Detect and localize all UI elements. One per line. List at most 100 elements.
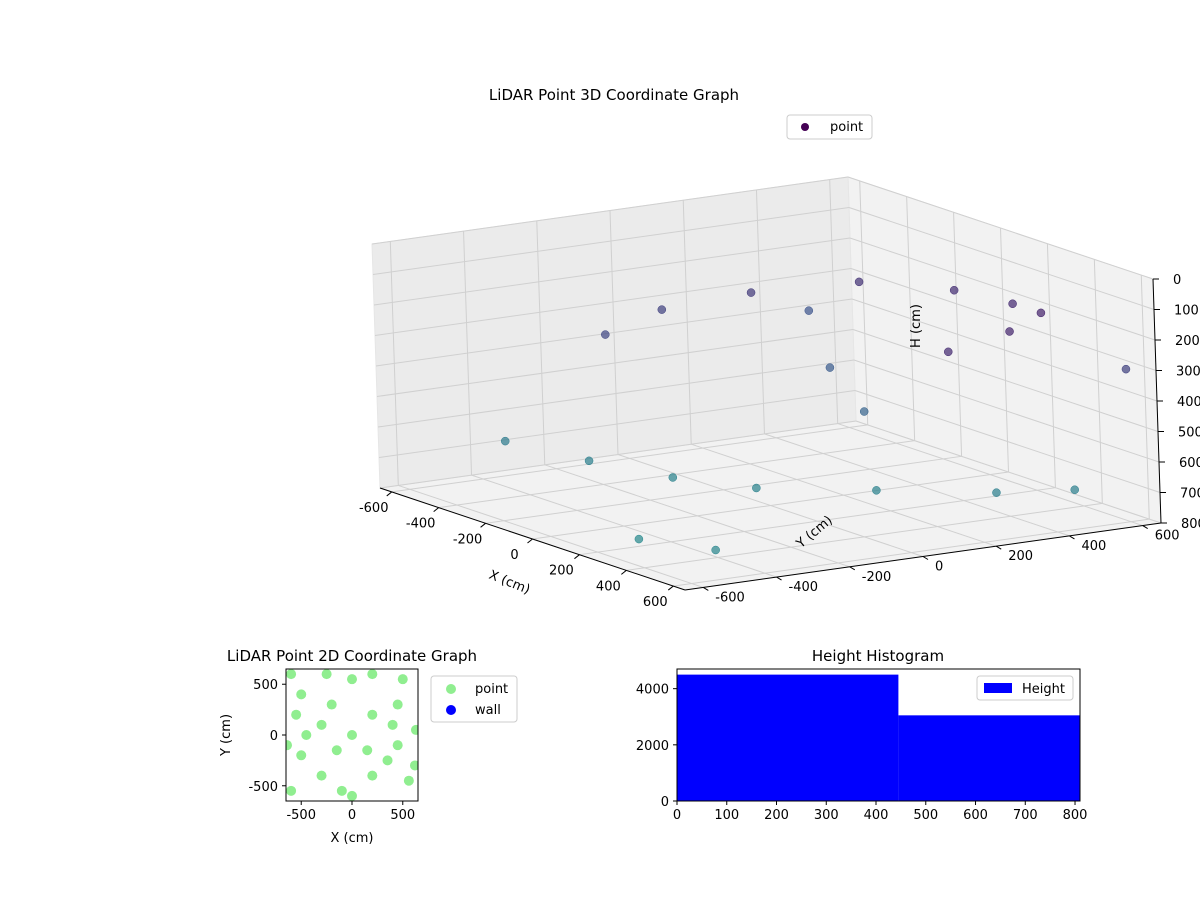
chart-3d-grid-z-back	[849, 237, 1156, 341]
chart-2d-point	[321, 669, 332, 680]
chart-3d-z-tick-label: 200	[1175, 334, 1200, 349]
histogram-legend-swatch	[984, 683, 1012, 693]
chart-3d-y-tick-label: -200	[862, 570, 892, 585]
chart-3d-point	[1005, 327, 1014, 336]
histogram-x-tick-label: 0	[673, 808, 681, 823]
chart-2d-xlabel: X (cm)	[331, 831, 374, 846]
chart-3d-grid-y-floor	[544, 464, 850, 568]
chart-3d-x-tick-label: 200	[549, 564, 574, 579]
histogram-x-tick-label: 300	[814, 808, 839, 823]
chart-3d-xlabel: X (cm)	[487, 568, 532, 598]
chart-2d-y-tick-label: 0	[270, 729, 278, 744]
chart-3d-z-tick-label: 500	[1178, 426, 1200, 441]
chart-2d-ticks: -500 0 500 -500 0 500	[248, 678, 415, 823]
chart-3d-grid-z-left	[376, 329, 854, 397]
chart-2d-point	[286, 785, 297, 796]
chart-3d-ticks: -600 -400 -200 0 200 400 600 -600 -400 -200 0 200 40…	[359, 273, 1200, 610]
chart-3d-point	[1008, 299, 1017, 308]
chart-2d-point	[286, 669, 297, 680]
chart-2d-point	[392, 740, 403, 751]
chart-3d-z-tick-label: 300	[1176, 365, 1200, 380]
histogram-y-tick-label: 0	[661, 795, 669, 810]
chart-2d-point	[367, 770, 378, 781]
chart-3d-grid-z-back	[854, 390, 1161, 493]
chart-2d-point	[362, 745, 373, 756]
chart-2d-point	[392, 699, 403, 710]
chart-3d-title: LiDAR Point 3D Coordinate Graph	[489, 86, 739, 104]
chart-3d-point	[711, 545, 720, 555]
histogram-legend: Height	[976, 675, 1074, 701]
chart-3d-legend-label: point	[830, 120, 863, 135]
chart-2d-point	[387, 719, 398, 730]
chart-3d-grid-z-back	[855, 420, 1162, 524]
chart-3d-grid-z-back	[848, 207, 1155, 310]
chart-3d-x-tick-label: -600	[359, 501, 389, 516]
histogram-y-tick-label: 2000	[636, 739, 669, 754]
chart-2d-y-tick-label: -500	[248, 780, 278, 795]
chart-3d-point	[859, 407, 869, 416]
chart-3d-grid-z-back	[850, 268, 1157, 371]
chart-3d-point	[601, 330, 610, 339]
chart-3d-y-tick	[703, 586, 709, 591]
chart-3d-point	[752, 483, 761, 493]
chart-2d-x-tick-label: -500	[286, 808, 316, 823]
chart-2d-point	[336, 785, 347, 796]
chart-3d-point	[872, 486, 881, 495]
chart-3d-x-tick-label: -400	[406, 517, 436, 532]
chart-3d-grid-z-left	[373, 237, 851, 306]
chart-3d-point	[854, 277, 864, 287]
chart-3d-point	[634, 534, 644, 544]
chart-3d-x-tick	[667, 585, 674, 591]
histogram-x-tick-label: 500	[913, 808, 938, 823]
chart-3d-grid-y-floor	[398, 484, 704, 588]
chart-3d: LiDAR Point 3D Coordinate Graph -600 -400…	[359, 86, 1200, 610]
chart-2d-point	[316, 770, 327, 781]
chart-3d-y-tick	[1069, 535, 1075, 540]
chart-3d-z-tick-label: 800	[1181, 517, 1200, 532]
chart-3d-z-tick-label: 100	[1174, 304, 1199, 319]
chart-3d-point	[944, 347, 953, 357]
chart-3d-y-tick-label: -600	[715, 590, 745, 605]
chart-3d-grid-y-floor	[691, 443, 997, 547]
chart-2d-point	[331, 745, 342, 756]
chart-2d-point	[296, 750, 307, 761]
chart-2d-point	[347, 674, 357, 685]
chart-3d-grid-z-back	[853, 359, 1160, 463]
histogram-bars	[677, 674, 1080, 801]
chart-3d-y-tick	[776, 576, 782, 581]
chart-2d: LiDAR Point 2D Coordinate Graph -500 0 500…	[219, 647, 518, 846]
chart-3d-x-tick-label: -200	[453, 532, 483, 547]
chart-3d-point	[746, 288, 756, 297]
histogram-y-tick-label: 4000	[636, 683, 669, 698]
chart-2d-point	[301, 730, 312, 740]
chart-3d-x-tick	[480, 522, 486, 528]
chart-3d-point	[500, 436, 510, 446]
histogram-x-tick-label: 400	[864, 808, 889, 823]
chart-3d-x-tick-label: 600	[643, 595, 668, 610]
chart-3d-point	[584, 456, 594, 466]
chart-2d-legend: point wall	[430, 675, 518, 723]
chart-2d-legend-marker-wall	[446, 705, 456, 715]
chart-2d-point	[286, 740, 293, 751]
chart-3d-y-tick-label: -400	[789, 580, 819, 595]
chart-2d-point	[367, 669, 378, 680]
chart-2d-x-tick-label: 0	[348, 808, 356, 823]
chart-3d-z-tick-label: 400	[1177, 395, 1200, 410]
chart-3d-grid-y-floor	[617, 454, 924, 557]
chart-3d-point	[1070, 485, 1079, 494]
chart-3d-grid-y-floor	[471, 474, 777, 578]
chart-3d-z-tick-label: 700	[1180, 487, 1200, 502]
chart-2d-x-tick-label: 500	[390, 808, 415, 823]
chart-2d-ylabel: Y (cm)	[219, 714, 234, 757]
chart-3d-y-tick-label: 200	[1008, 549, 1033, 564]
chart-3d-y-tick	[922, 556, 929, 560]
chart-3d-legend: point	[786, 114, 873, 140]
chart-3d-grid-z-back	[852, 329, 1159, 432]
chart-2d-point	[410, 724, 418, 735]
chart-3d-x-tick	[574, 554, 580, 560]
chart-2d-point	[326, 699, 337, 710]
chart-2d-point	[397, 674, 408, 685]
chart-3d-y-tick	[995, 545, 1002, 550]
chart-3d-point	[668, 473, 678, 482]
